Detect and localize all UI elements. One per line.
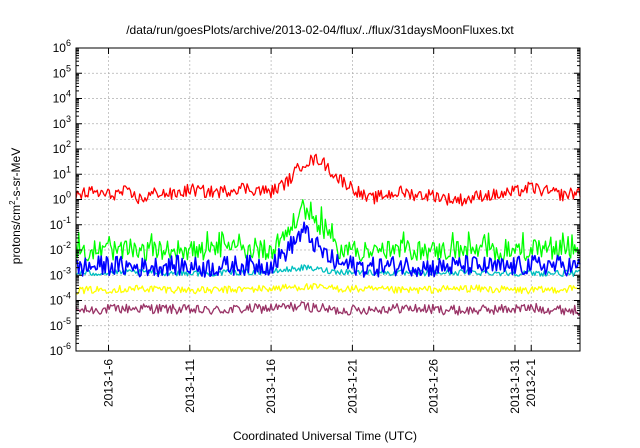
- y-tick-label: 10-5: [50, 316, 71, 333]
- y-tick-exponent: -1: [63, 215, 71, 225]
- y-tick-label: 102: [53, 139, 71, 156]
- y-tick-base: 10: [53, 142, 67, 156]
- y-tick-base: 10: [53, 41, 67, 55]
- y-tick-base: 10: [50, 319, 64, 333]
- x-tick-label: 2013-1-11: [183, 359, 197, 413]
- y-tick-label: 106: [53, 38, 71, 55]
- y-tick-base: 10: [50, 344, 64, 358]
- y-tick-base: 10: [53, 92, 67, 106]
- y-tick-exponent: 6: [66, 38, 71, 48]
- y-tick-label: 105: [53, 63, 71, 80]
- grid-lines: [76, 48, 580, 351]
- series-line-4: [75, 283, 581, 295]
- x-axis: 2013-1-6 2013-1-11 2013-1-16 2013-1-21 2013-…: [102, 48, 538, 414]
- y-tick-base: 10: [50, 243, 64, 257]
- y-tick-base: 10: [53, 167, 67, 181]
- y-tick-label: 100: [53, 190, 71, 207]
- y-tick-exponent: 3: [66, 114, 71, 124]
- y-tick-base: 10: [53, 117, 67, 131]
- y-axis-label-base: protons/cm: [9, 205, 23, 264]
- y-tick-exponent: 5: [66, 63, 71, 73]
- y-tick-label: 103: [53, 114, 71, 131]
- series-line-3: [75, 264, 581, 277]
- y-tick-base: 10: [50, 294, 64, 308]
- x-tick-label: 2013-1-26: [427, 359, 441, 414]
- y-axis: 10-610-510-410-310-210-11001011021031041…: [50, 38, 580, 358]
- y-tick-base: 10: [50, 218, 64, 232]
- series-layer: [75, 153, 581, 317]
- y-tick-base: 10: [50, 268, 64, 282]
- chart-title: /data/run/goesPlots/archive/2013-02-04/f…: [126, 23, 514, 37]
- x-tick-label: 2013-2-1: [524, 359, 538, 407]
- x-axis-label: Coordinated Universal Time (UTC): [233, 429, 417, 443]
- y-tick-exponent: -3: [63, 265, 71, 275]
- x-tick-label: 2013-1-21: [345, 359, 359, 414]
- y-tick-label: 101: [53, 164, 71, 181]
- y-tick-label: 10-3: [50, 265, 71, 282]
- series-line-1: [75, 199, 581, 263]
- y-tick-label: 10-4: [50, 291, 71, 308]
- y-tick-exponent: -5: [63, 316, 71, 326]
- y-tick-label: 104: [53, 89, 71, 106]
- x-tick-label: 2013-1-16: [264, 359, 278, 414]
- x-tick-label: 2013-1-6: [102, 359, 116, 407]
- y-tick-label: 10-1: [50, 215, 71, 232]
- y-tick-exponent: 4: [66, 89, 71, 99]
- y-tick-exponent: 2: [66, 139, 71, 149]
- series-line-5: [75, 301, 581, 317]
- y-tick-label: 10-6: [50, 341, 71, 358]
- x-tick-label: 2013-1-31: [508, 359, 522, 414]
- y-tick-exponent: -4: [63, 291, 71, 301]
- y-axis-label-rest: -s-sr-MeV: [9, 148, 23, 201]
- series-line-2: [75, 221, 581, 278]
- y-axis-label-sup: 2: [8, 200, 17, 205]
- y-tick-base: 10: [53, 66, 67, 80]
- series-line-0: [75, 153, 581, 207]
- y-tick-label: 10-2: [50, 240, 71, 257]
- y-axis-label: protons/cm2-s-sr-MeV: [8, 148, 23, 264]
- y-tick-exponent: 1: [66, 164, 71, 174]
- y-tick-exponent: -2: [63, 240, 71, 250]
- y-tick-exponent: 0: [66, 190, 71, 200]
- y-tick-exponent: -6: [63, 341, 71, 351]
- y-tick-base: 10: [53, 193, 67, 207]
